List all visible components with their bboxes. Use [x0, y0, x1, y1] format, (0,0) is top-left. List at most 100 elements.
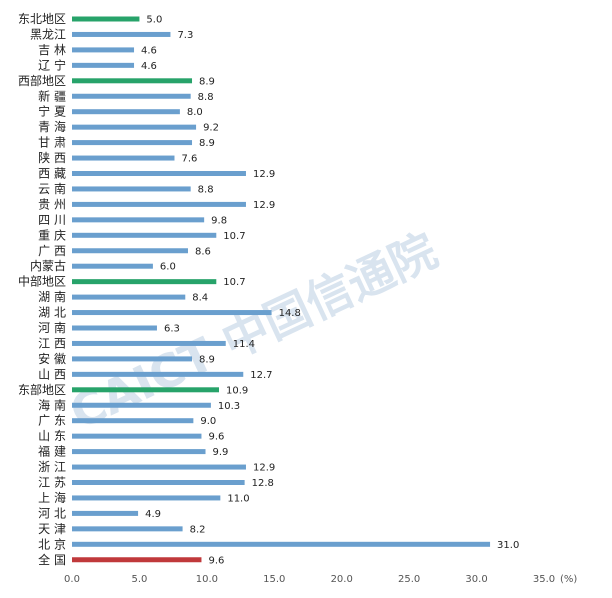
value-label: 12.8	[252, 478, 274, 489]
value-label: 9.6	[208, 432, 224, 443]
bar-province	[72, 263, 153, 269]
value-label: 11.0	[227, 493, 249, 504]
value-label: 10.3	[218, 401, 240, 412]
value-label: 4.9	[145, 509, 161, 520]
category-label: 湖 南	[38, 289, 66, 304]
bar-province	[72, 526, 183, 532]
x-tick-label: 0.0	[64, 574, 80, 585]
value-label: 11.4	[233, 339, 255, 350]
value-label: 9.8	[211, 215, 227, 226]
bar-province	[72, 140, 193, 146]
value-label: 10.9	[226, 385, 248, 396]
bar-province	[72, 340, 226, 346]
value-label: 8.9	[199, 76, 215, 87]
bar-province	[72, 248, 188, 254]
bar-province	[72, 541, 491, 547]
bar-province	[72, 325, 157, 331]
category-label: 辽 宁	[38, 57, 66, 72]
value-label: 8.4	[192, 293, 208, 304]
value-label: 4.6	[141, 61, 157, 72]
bar-region	[72, 387, 219, 393]
value-label: 8.9	[199, 138, 215, 149]
category-label: 安 徽	[38, 351, 66, 366]
bar-province	[72, 47, 135, 53]
category-label: 西 藏	[38, 167, 66, 181]
bar-province	[72, 418, 194, 424]
category-label: 江 苏	[38, 476, 66, 490]
category-label: 四 川	[38, 213, 66, 227]
x-tick-label: 10.0	[196, 574, 218, 585]
value-label: 12.9	[253, 200, 275, 211]
value-label: 8.8	[198, 92, 214, 103]
category-label: 云 南	[38, 181, 66, 196]
category-label: 上 海	[38, 490, 66, 505]
category-label: 西部地区	[18, 73, 66, 88]
category-label: 福 建	[38, 444, 66, 459]
category-label: 海 南	[38, 397, 66, 412]
category-label: 北 京	[38, 537, 66, 551]
x-tick-label: 15.0	[263, 574, 285, 585]
bar-province	[72, 495, 221, 501]
bar-province	[72, 31, 171, 37]
x-tick-label: 5.0	[131, 574, 147, 585]
category-label: 广 西	[38, 244, 66, 258]
value-label: 9.6	[208, 555, 224, 566]
category-label: 东北地区	[18, 12, 66, 26]
bar-national	[72, 557, 202, 563]
category-label: 重 庆	[38, 228, 66, 242]
bar-province	[72, 155, 175, 161]
bar-province	[72, 449, 206, 455]
value-label: 7.3	[177, 30, 193, 41]
value-label: 9.9	[213, 447, 229, 458]
value-label: 31.0	[497, 540, 519, 551]
value-label: 8.8	[198, 184, 214, 195]
bar-province	[72, 433, 202, 439]
category-label: 天 津	[38, 522, 66, 536]
category-label: 吉 林	[38, 43, 66, 57]
category-label: 东部地区	[18, 382, 66, 397]
value-label: 12.7	[250, 370, 272, 381]
bar-province	[72, 480, 245, 485]
bar-province	[72, 124, 197, 130]
category-label: 新 疆	[38, 88, 66, 103]
value-label: 8.0	[187, 107, 203, 118]
value-label: 4.6	[141, 45, 157, 56]
x-axis-unit-label: (%)	[560, 574, 577, 585]
category-label: 河 北	[38, 506, 66, 520]
bars-group	[72, 16, 491, 563]
bar-province	[72, 93, 191, 99]
bar-region	[72, 16, 140, 22]
x-tick-label: 35.0	[533, 574, 555, 585]
value-label: 6.0	[160, 262, 176, 273]
category-label: 宁 夏	[38, 104, 66, 119]
x-tick-label: 30.0	[465, 574, 487, 585]
bar-province	[72, 310, 272, 316]
bar-province	[72, 217, 205, 223]
value-label: 8.9	[199, 354, 215, 365]
value-label: 7.6	[181, 154, 197, 165]
category-label: 广 东	[38, 414, 66, 428]
value-label: 9.2	[203, 123, 219, 134]
bar-region	[72, 279, 217, 285]
category-label: 全 国	[38, 552, 66, 567]
category-label: 江 西	[38, 336, 66, 350]
category-label: 黑龙江	[30, 27, 66, 41]
value-label: 9.0	[200, 416, 216, 427]
category-label: 湖 北	[38, 305, 66, 320]
value-labels-group: 5.07.34.64.68.98.88.09.28.97.612.98.812.…	[141, 15, 519, 567]
category-label: 内蒙古	[30, 258, 66, 273]
bar-province	[72, 464, 246, 470]
bar-province	[72, 109, 180, 115]
bar-province	[72, 294, 186, 300]
x-tick-label: 25.0	[398, 574, 420, 585]
value-label: 10.7	[223, 231, 245, 242]
category-label: 河 南	[38, 320, 66, 335]
bar-province	[72, 232, 217, 238]
bar-province	[72, 402, 211, 408]
bar-region	[72, 78, 193, 84]
category-label: 陕 西	[38, 150, 66, 165]
category-label: 山 东	[38, 429, 66, 443]
bar-province	[72, 510, 139, 516]
